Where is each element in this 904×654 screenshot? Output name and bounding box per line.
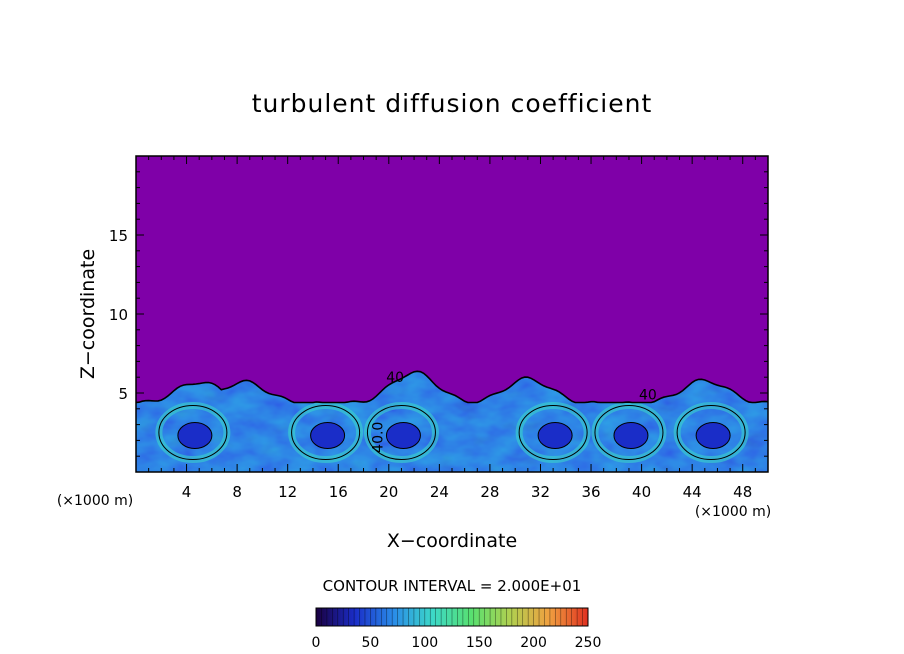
x-axis-ticks: 4 8 12 16 20 24 28 32 36 40 44 48 [148, 156, 769, 501]
colorbar-frame [315, 607, 589, 627]
eddy-contour [676, 405, 746, 460]
colorbar-tick-label: 250 [575, 635, 602, 651]
colorbar [315, 607, 589, 627]
eddy [515, 402, 591, 463]
x-axis-unit-right: (×1000 m) [695, 504, 771, 520]
colorbar-tick-labels: 0 50 100 150 200 250 [312, 635, 602, 651]
eddy-core [385, 422, 421, 449]
eddy-contour [291, 405, 361, 460]
eddy-core [613, 422, 649, 449]
y-tick-label: 5 [118, 385, 128, 403]
eddy-core [177, 422, 213, 449]
x-tick-label: 12 [278, 483, 297, 501]
x-axis-unit-left: (×1000 m) [57, 493, 133, 509]
x-tick-label: 16 [329, 483, 348, 501]
contour-label: 40 [386, 370, 404, 386]
colorbar-tick-label: 50 [361, 635, 379, 651]
x-tick-label: 20 [379, 483, 398, 501]
eddy [288, 402, 364, 463]
colorbar-tick-label: 200 [520, 635, 547, 651]
x-axis-label: X−coordinate [387, 530, 517, 552]
eddy-core [310, 422, 346, 449]
colorbar-tick-label: 100 [411, 635, 438, 651]
plot-area: 40 40.0 40 [136, 156, 768, 472]
y-axis-ticks: 5 10 15 [109, 171, 768, 457]
contour-interval-text: CONTOUR INTERVAL = 2.000E+01 [323, 577, 582, 595]
x-tick-label: 36 [581, 483, 600, 501]
eddy-contour [158, 405, 228, 460]
eddy-core [695, 422, 731, 449]
x-tick-label: 32 [531, 483, 550, 501]
chart-title: turbulent diffusion coefficient [252, 89, 653, 118]
eddy [673, 402, 749, 463]
x-tick-label: 24 [430, 483, 449, 501]
x-tick-label: 48 [733, 483, 752, 501]
x-tick-label: 28 [480, 483, 499, 501]
eddy-contour [366, 405, 436, 460]
eddy-core [537, 422, 573, 449]
y-tick-label: 15 [109, 227, 128, 245]
eddy [591, 402, 667, 463]
eddy [363, 402, 439, 463]
colorbar-tick-label: 0 [312, 635, 321, 651]
colorbar-tick-label: 150 [466, 635, 493, 651]
x-tick-label: 44 [683, 483, 702, 501]
layer-outline-contour [136, 370, 768, 404]
contour-label-group: 40 40.0 40 [370, 370, 656, 453]
eddy-group [155, 402, 749, 463]
eddy-contour [518, 405, 588, 460]
contour-label: 40 [639, 387, 657, 403]
eddy-contour [594, 405, 664, 460]
contour-label: 40.0 [370, 422, 386, 453]
x-tick-label: 8 [232, 483, 242, 501]
y-tick-label: 10 [109, 306, 128, 324]
eddy [155, 402, 231, 463]
y-axis-label: Z−coordinate [77, 249, 99, 379]
x-tick-label: 4 [182, 483, 192, 501]
x-tick-label: 40 [632, 483, 651, 501]
